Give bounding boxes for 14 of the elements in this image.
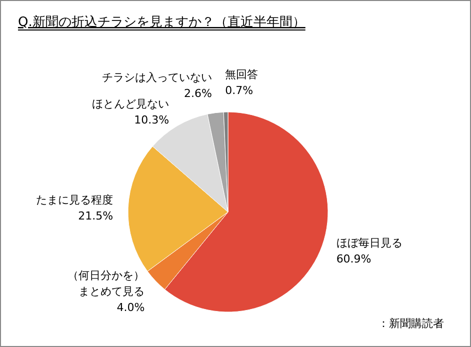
data-label: 21.5% [78,209,114,222]
slice-label: チラシは入っていない [102,70,212,84]
slice-label: たまに見る程度 [36,193,114,206]
chart-title: Q.新聞の折込チラシを見ますか？（直近半年間） [18,15,306,30]
slice-label: ほとんど見ない [92,98,170,111]
text: ：新聞購読者 [378,317,444,330]
slice-label: ほぼ毎日見る [336,236,402,250]
data-label: 4.0% [116,301,145,314]
data-label: 2.6% [184,86,212,100]
slice-label: 無回答 [225,68,258,82]
slice-label: （何日分かを）まとめて見る [68,269,145,298]
data-label: 60.9% [336,252,372,266]
data-label: 0.7% [225,84,254,98]
data-label: 10.3% [134,114,170,127]
